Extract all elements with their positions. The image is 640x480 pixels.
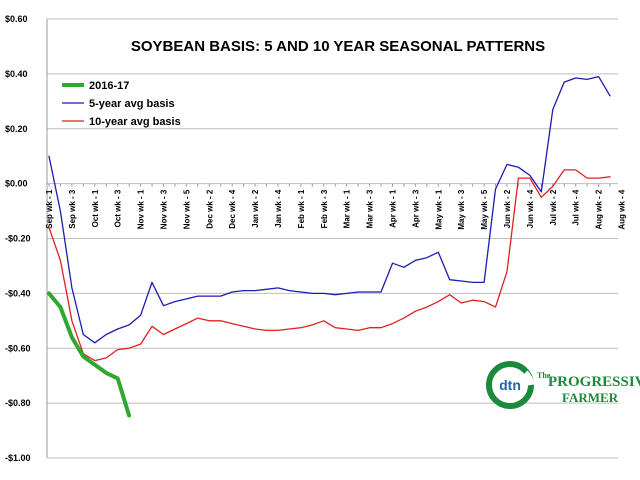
x-tick-label: Jun wk - 4 [526, 189, 535, 228]
y-tick-label: $0.20 [5, 124, 28, 134]
x-tick-label: Feb wk - 1 [297, 189, 306, 228]
x-tick-label: Oct wk - 3 [114, 189, 123, 227]
x-tick-label: Dec wk - 2 [205, 189, 214, 229]
legend-label: 5-year avg basis [89, 98, 175, 110]
y-tick-labels: $0.60 $0.40 $0.20 $0.00 -$0.20 -$0.40 -$0.60 -$… [5, 14, 31, 463]
series-line-2016-17 [47, 291, 132, 418]
series-lines [47, 75, 611, 418]
x-tick-label: Sep wk - 1 [45, 189, 54, 229]
series-line-10-year-avg [48, 169, 611, 362]
axes [46, 19, 611, 458]
logo-progressive-text: PROGRESSIVE [548, 374, 640, 390]
x-tick-label: Apr wk - 3 [411, 189, 420, 228]
y-tick-label: $0.00 [5, 179, 28, 189]
x-tick-labels: Sep wk - 1 Sep wk - 3 Oct wk - 1 Oct wk - 3… [45, 189, 626, 230]
x-tick-label: May wk - 5 [480, 189, 489, 230]
x-tick-label: May wk - 1 [434, 189, 443, 230]
logo-ring-gap [522, 370, 535, 386]
logo-farmer-text: FARMER [562, 390, 619, 405]
legend-label: 10-year avg basis [89, 116, 181, 128]
x-tick-label: Mar wk - 1 [343, 189, 352, 228]
y-tick-label: -$0.80 [5, 398, 31, 408]
x-tick-label: Sep wk - 3 [68, 189, 77, 229]
y-tick-label: -$0.60 [5, 343, 31, 353]
x-tick-label: Jul wk - 2 [549, 189, 558, 226]
x-tick-label: Aug wk - 4 [617, 189, 626, 230]
x-tick-label: Jan wk - 4 [274, 189, 283, 228]
x-tick-label: Oct wk - 1 [91, 189, 100, 227]
gridlines [47, 18, 618, 459]
y-tick-label: $0.60 [5, 14, 28, 24]
series-line-5-year-avg [48, 75, 611, 344]
chart-title: SOYBEAN BASIS: 5 AND 10 YEAR SEASONAL PA… [131, 38, 545, 55]
y-tick-label: -$0.20 [5, 234, 31, 244]
x-tick-label: Aug wk - 2 [595, 189, 604, 230]
x-tick-label: Nov wk - 3 [159, 189, 168, 229]
x-tick-label: Jul wk - 4 [572, 189, 581, 226]
x-tick-label: Jan wk - 2 [251, 189, 260, 228]
x-tick-label: Feb wk - 3 [320, 189, 329, 228]
x-tick-label: Mar wk - 3 [366, 189, 375, 228]
logo-the-text: The [537, 371, 551, 380]
x-tick-label: Apr wk - 1 [388, 189, 397, 228]
legend: 2016-17 5-year avg basis 10-year avg basis [62, 80, 181, 128]
x-tick-label: May wk - 3 [457, 189, 466, 230]
logo-dtn-text: dtn [499, 377, 521, 393]
x-tick-label: Jun wk - 2 [503, 189, 512, 228]
y-tick-label: -$0.40 [5, 288, 31, 298]
dtn-progressive-farmer-logo: dtn The PROGRESSIVE FARMER [486, 361, 640, 409]
y-tick-label: $0.40 [5, 69, 28, 79]
y-tick-label: -$1.00 [5, 453, 31, 463]
x-tick-label: Nov wk - 1 [137, 189, 146, 229]
x-tick-label: Nov wk - 5 [182, 189, 191, 229]
x-tick-label: Dec wk - 4 [228, 189, 237, 229]
legend-label: 2016-17 [89, 80, 129, 92]
